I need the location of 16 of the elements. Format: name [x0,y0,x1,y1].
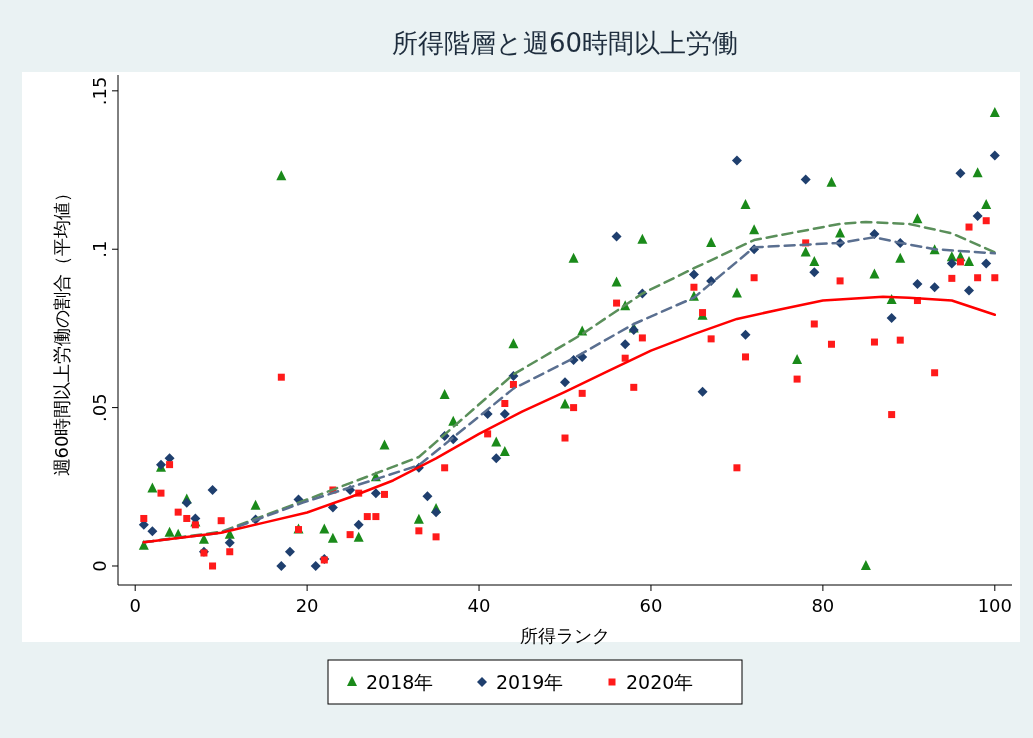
legend-label: 2018年 [366,671,434,693]
chart-title: 所得階層と週60時間以上労働 [391,28,739,58]
y-tick-label: .05 [89,393,110,422]
legend-label: 2020年 [626,671,694,693]
y-tick-label: .1 [89,240,110,258]
y-axis-title: 週60時間以上労働の割合（平均値） [51,183,72,477]
x-axis-title: 所得ランク [520,625,610,646]
x-tick-label: 40 [467,595,491,616]
x-tick-label: 100 [977,595,1012,616]
x-tick-label: 80 [811,595,835,616]
legend-label: 2019年 [496,671,564,693]
y-tick-label: .15 [89,76,110,106]
x-tick-label: 20 [295,595,319,616]
x-tick-label: 0 [129,595,141,616]
y-tick-label: 0 [89,560,110,572]
x-tick-label: 60 [639,595,663,616]
